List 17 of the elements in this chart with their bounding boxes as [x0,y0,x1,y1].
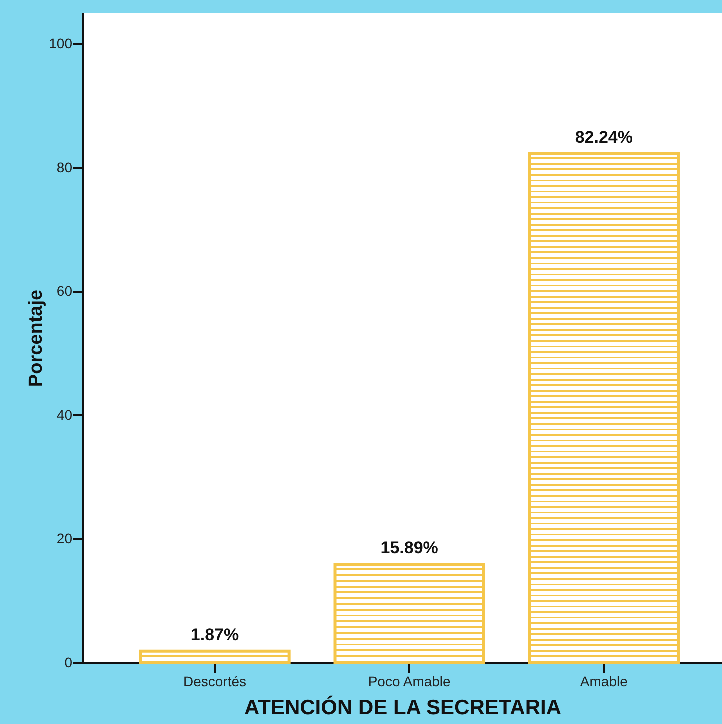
y-axis-title: Porcentaje [26,290,48,388]
y-tick-label: 60 [56,283,73,300]
bar [334,563,486,664]
data-label: 15.89% [380,538,438,558]
x-tick-label: Poco Amable [368,674,452,690]
data-label: 1.87% [190,625,240,644]
x-tick-label: Descortés [183,674,247,690]
x-axis-title: ATENCIÓN DE LA SECRETARIA [244,696,562,720]
y-tick-label: 40 [56,406,73,423]
bar [528,152,680,664]
y-tick-label: 0 [64,654,73,670]
bar [139,650,291,664]
data-label: 82.24% [575,128,633,147]
y-tick-label: 100 [49,35,73,52]
y-tick-label: 20 [56,530,73,547]
y-tick-label: 80 [56,159,73,176]
x-tick-label: Amable [580,674,628,690]
